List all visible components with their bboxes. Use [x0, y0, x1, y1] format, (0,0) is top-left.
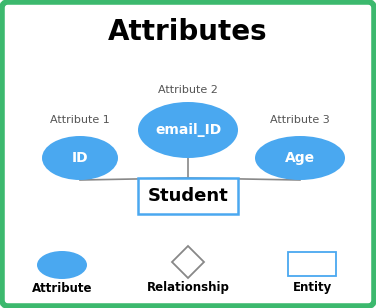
- Text: Attributes: Attributes: [108, 18, 268, 46]
- FancyBboxPatch shape: [138, 178, 238, 214]
- Ellipse shape: [255, 136, 345, 180]
- Text: Age: Age: [285, 151, 315, 165]
- Ellipse shape: [37, 251, 87, 279]
- Text: Relationship: Relationship: [147, 282, 229, 294]
- Polygon shape: [172, 246, 204, 278]
- Ellipse shape: [42, 136, 118, 180]
- Text: Student: Student: [148, 187, 228, 205]
- Ellipse shape: [138, 102, 238, 158]
- Text: Attribute: Attribute: [32, 282, 92, 294]
- Text: email_ID: email_ID: [155, 123, 221, 137]
- FancyBboxPatch shape: [288, 252, 336, 276]
- Text: Attribute 3: Attribute 3: [270, 115, 330, 125]
- FancyBboxPatch shape: [2, 2, 374, 306]
- Text: Entity: Entity: [293, 282, 332, 294]
- Text: Attribute 2: Attribute 2: [158, 85, 218, 95]
- Text: ID: ID: [72, 151, 88, 165]
- Text: Attribute 1: Attribute 1: [50, 115, 110, 125]
